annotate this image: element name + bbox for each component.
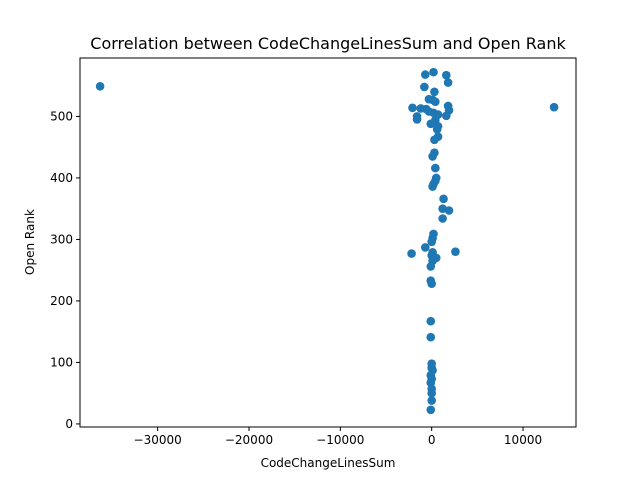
data-point xyxy=(441,70,451,80)
y-tick-label: 300 xyxy=(50,232,73,246)
data-point xyxy=(431,163,440,173)
data-point xyxy=(549,102,559,112)
data-points xyxy=(95,67,559,415)
data-point xyxy=(420,243,430,252)
data-point xyxy=(429,67,438,77)
data-point xyxy=(426,405,436,415)
data-point xyxy=(443,78,453,87)
data-point xyxy=(428,152,437,161)
y-axis-ticks: 0 100 200 300 400 500 xyxy=(50,109,80,431)
data-point xyxy=(426,119,436,129)
data-point xyxy=(431,97,440,106)
data-point xyxy=(408,103,417,113)
data-point xyxy=(438,214,447,223)
data-point xyxy=(427,237,436,247)
y-tick-label: 100 xyxy=(50,355,73,369)
data-point xyxy=(420,82,429,92)
y-tick-label: 0 xyxy=(65,417,73,431)
y-tick-label: 400 xyxy=(50,171,73,185)
plot-frame xyxy=(79,57,577,428)
x-tick-label: 10000 xyxy=(504,433,542,447)
data-point xyxy=(428,182,437,191)
data-point xyxy=(95,81,105,91)
x-axis-ticks: −30000 −20000 −10000 0 10000 xyxy=(134,427,542,447)
y-tick-label: 200 xyxy=(50,294,73,308)
y-axis-label: Open Rank xyxy=(23,209,37,275)
data-point xyxy=(427,279,436,289)
data-point xyxy=(420,70,430,79)
x-tick-label: −30000 xyxy=(134,433,182,447)
data-point xyxy=(444,206,454,215)
data-point xyxy=(426,316,436,326)
x-axis-label: CodeChangeLinesSum xyxy=(261,456,396,470)
x-tick-label: 0 xyxy=(428,433,436,447)
y-tick-label: 500 xyxy=(50,109,73,123)
data-point xyxy=(407,249,416,258)
chart-title: Correlation between CodeChangeLinesSum a… xyxy=(90,34,566,53)
data-point xyxy=(439,194,448,204)
data-point xyxy=(426,262,436,271)
x-tick-label: −20000 xyxy=(225,433,273,447)
data-point xyxy=(412,115,422,124)
data-point xyxy=(432,125,442,134)
data-point xyxy=(427,388,436,398)
data-point xyxy=(426,332,436,342)
data-point xyxy=(430,87,439,97)
data-point xyxy=(430,135,439,145)
data-point xyxy=(427,396,436,405)
data-point xyxy=(451,247,460,257)
data-point xyxy=(441,111,451,121)
x-tick-label: −10000 xyxy=(316,433,364,447)
